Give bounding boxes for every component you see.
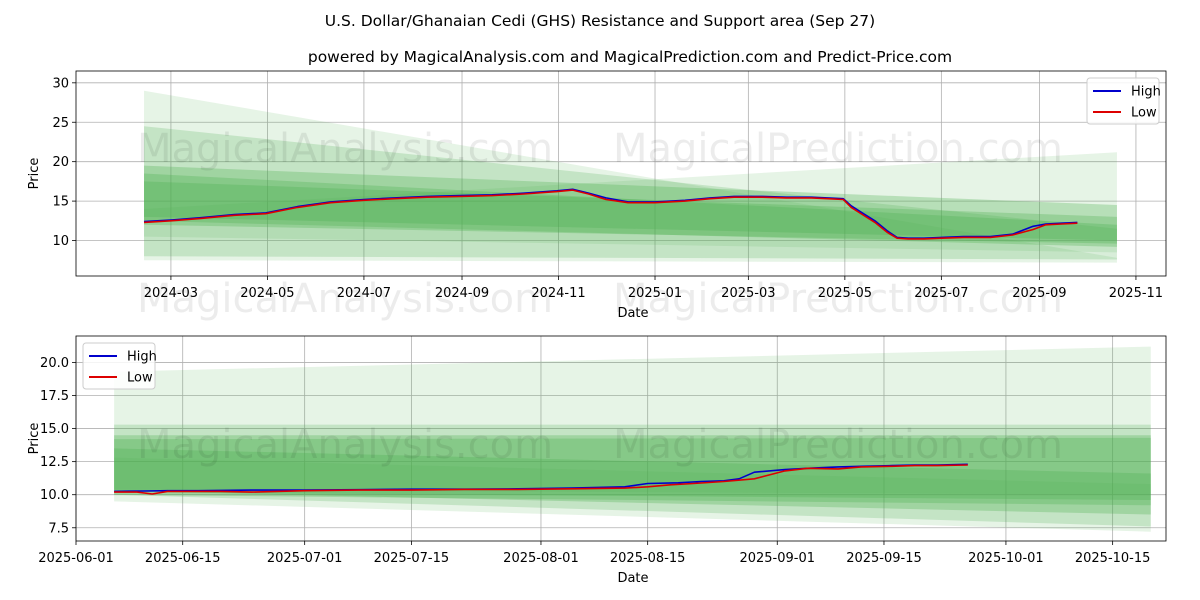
resistance-support-band [114, 435, 1151, 515]
x-axis-label: Date [617, 306, 648, 321]
x-tick-label: 2024-07 [337, 286, 391, 301]
axes-frame [75, 335, 1167, 542]
y-axis-label: Price [27, 423, 42, 455]
chart-subtitle: powered by MagicalAnalysis.com and Magic… [308, 48, 952, 66]
resistance-support-band [144, 181, 1117, 241]
legend-high-label: High [1131, 85, 1161, 100]
watermark-prediction-top: MagicalPrediction.com [613, 126, 1063, 172]
y-tick-label: 17.5 [40, 389, 69, 404]
resistance-support-band [114, 437, 1151, 506]
legend-low-label: Low [1131, 106, 1157, 121]
watermark-prediction-bottom: MagicalPrediction.com [613, 422, 1063, 468]
watermark-analysis-mid: MagicalAnalysis.com [137, 276, 553, 322]
x-tick-label: 2025-06-01 [38, 551, 114, 566]
x-tick-label: 2024-09 [435, 286, 489, 301]
x-tick-label: 2025-10-15 [1075, 551, 1151, 566]
x-tick-label: 2025-08-15 [610, 551, 686, 566]
plot-area [76, 336, 1166, 541]
y-tick-label: 20.0 [40, 356, 69, 371]
watermark-prediction-mid: MagicalPrediction.com [613, 276, 1063, 322]
resistance-support-band [144, 126, 1117, 260]
watermark-analysis-bottom: MagicalAnalysis.com [137, 422, 553, 468]
x-tick-label: 2024-03 [144, 286, 198, 301]
resistance-support-band [114, 448, 1151, 500]
low-price-line [114, 464, 968, 495]
low-price-line [143, 189, 1078, 240]
resistance-support-band [114, 457, 1151, 495]
x-tick-label: 2025-09-15 [846, 551, 922, 566]
y-tick-label: 20 [52, 155, 69, 170]
x-tick-label: 2024-11 [531, 286, 585, 301]
x-tick-label: 2024-05 [240, 286, 294, 301]
y-tick-label: 25 [52, 116, 69, 131]
y-tick-label: 15 [52, 195, 69, 210]
y-tick-label: 15.0 [40, 422, 69, 437]
x-tick-label: 2025-07-15 [374, 551, 450, 566]
x-tick-label: 2025-07 [914, 286, 968, 301]
watermark-analysis-top: MagicalAnalysis.com [137, 126, 553, 172]
y-tick-label: 7.5 [48, 521, 69, 536]
x-axis-label: Date [617, 571, 648, 586]
x-tick-label: 2025-09 [1012, 286, 1066, 301]
bottom-chart-panel: 2025-06-01 2025-06-15 2025-07-01 2025-07-15… [27, 335, 1167, 586]
y-tick-label: 12.5 [40, 455, 69, 470]
resistance-support-band [144, 165, 1117, 247]
x-tick-label: 2025-06-15 [145, 551, 221, 566]
legend-high-label: High [127, 350, 157, 365]
chart-title: U.S. Dollar/Ghanaian Cedi (GHS) Resistan… [325, 12, 875, 30]
y-tick-label: 10.0 [40, 488, 69, 503]
plot-area [76, 71, 1166, 276]
resistance-support-band [144, 173, 1117, 244]
x-tick-label: 2025-11 [1109, 286, 1163, 301]
y-tick-label: 10 [52, 234, 69, 249]
legend-low-label: Low [127, 371, 153, 386]
axes-frame [75, 70, 1167, 277]
x-tick-label: 2025-08-01 [503, 551, 579, 566]
x-tick-label: 2025-07-01 [267, 551, 343, 566]
x-tick-label: 2025-09-01 [739, 551, 815, 566]
x-tick-label: 2025-05 [818, 286, 872, 301]
y-tick-label: 30 [52, 76, 69, 91]
x-tick-label: 2025-10-01 [968, 551, 1044, 566]
y-axis-label: Price [27, 158, 42, 190]
top-chart-panel: 2024-03 2024-05 2024-07 2024-09 2024-11 2025-… [27, 70, 1167, 321]
high-price-line [114, 463, 968, 493]
resistance-support-band [114, 346, 1151, 532]
x-tick-label: 2025-03 [721, 286, 775, 301]
x-tick-label: 2025-01 [628, 286, 682, 301]
resistance-support-band [114, 424, 1151, 527]
